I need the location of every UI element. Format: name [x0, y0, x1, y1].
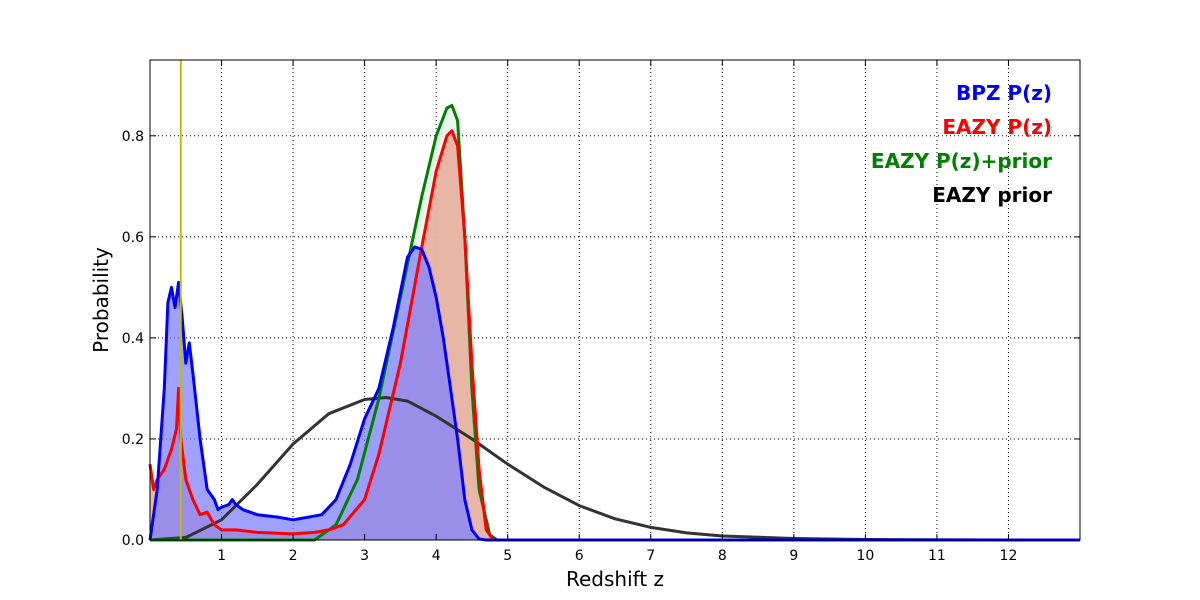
series-fill-3 — [150, 246, 1080, 540]
x-axis-label: Redshift z — [566, 567, 664, 591]
y-axis-label: Probability — [89, 247, 113, 353]
x-tick-label: 9 — [789, 548, 798, 564]
legend: BPZ P(z) EAZY P(z) EAZY P(z)+prior EAZY pri… — [871, 81, 1052, 207]
x-tick-label: 7 — [646, 548, 655, 564]
y-tick-label: 0.4 — [122, 331, 144, 347]
series-line-0 — [149, 396, 1009, 542]
series-line-2 — [148, 129, 1080, 542]
x-tick-label: 6 — [575, 548, 584, 564]
x-tick-label: 8 — [718, 548, 727, 564]
axis-ticks: 1 2 3 4 5 6 7 8 9 10 11 120.00.20.40.60.8 — [122, 60, 1080, 564]
legend-entry: EAZY P(z) — [942, 115, 1052, 139]
x-tick-label: 10 — [856, 548, 874, 564]
y-tick-label: 0.2 — [122, 432, 144, 448]
legend-entry: BPZ P(z) — [956, 81, 1052, 105]
x-tick-label: 5 — [503, 548, 512, 564]
series-layer — [148, 104, 1080, 542]
y-tick-label: 0.6 — [122, 230, 144, 246]
x-tick-label: 1 — [217, 548, 226, 564]
x-tick-label: 2 — [289, 548, 298, 564]
plot-background — [150, 60, 1080, 540]
legend-entry: EAZY prior — [932, 183, 1052, 207]
series-line-3 — [148, 245, 1080, 542]
legend-entry: EAZY P(z)+prior — [871, 149, 1052, 173]
x-tick-label: 4 — [432, 548, 441, 564]
x-tick-label: 3 — [360, 548, 369, 564]
plot-frame — [149, 59, 1081, 541]
y-tick-label: 0.0 — [122, 533, 144, 549]
x-tick-label: 11 — [928, 548, 946, 564]
y-tick-label: 0.8 — [122, 129, 144, 145]
x-tick-label: 12 — [1000, 548, 1018, 564]
